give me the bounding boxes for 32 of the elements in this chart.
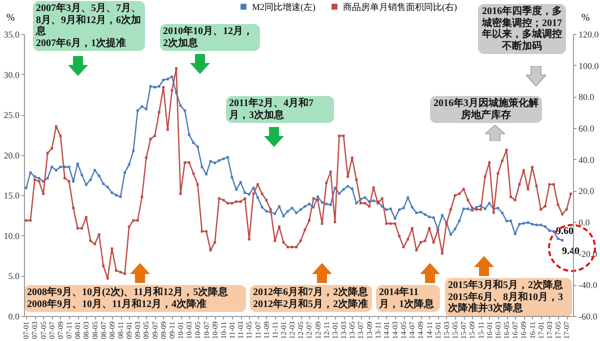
y-tick-label: 20.0 (4, 150, 20, 160)
annotation: 2012年6月和7月，2次降息 2012年2月和5月，2次降准 (253, 287, 369, 310)
y-tick-label: 10.0 (4, 230, 20, 241)
annotation: 2008年9月、10月(2次)、11月和12月，5次降息 2008年9月、10月、11月和12月，4次降准 (27, 287, 243, 310)
y2-tick-label: -20.0 (578, 248, 598, 259)
y-tick-label: 0.0 (8, 312, 20, 322)
annotation: 9.60 (556, 226, 574, 237)
annotation: 2015年3月和5月，2次降息 2015年6月、8月和10月，3次降准并3次降息 (448, 280, 569, 314)
annotation: 2007年3月、5月、7月、8月、9月和12月，6次加息 2007年6月，1次提准 (36, 3, 142, 49)
annotation: 2014年11月，1次降息 (379, 287, 437, 310)
annotation: 2016年四季度，多城密集调控；2017年以来，多城调控不断加码 (481, 6, 563, 52)
y2-axis-title: % (581, 12, 590, 24)
legend-label: M2同比增速(左) (252, 2, 316, 12)
y2-tick-label: 0.0 (578, 218, 590, 228)
y2-tick-label: 40.0 (578, 154, 595, 165)
legend-label: 商品房单月销售面积同比(右) (343, 2, 457, 12)
y2-tick-label: 100.0 (578, 60, 600, 71)
y-tick-label: 25.0 (4, 110, 20, 120)
annotation: 2011年2月、4月和7月，3次加息 (229, 98, 331, 121)
y2-tick-label: 60.0 (578, 124, 595, 134)
annotation: 2016年3月因城施策化解房地产库存 (433, 98, 539, 121)
y2-tick-label: -60.0 (578, 312, 598, 322)
y2-tick-label: 80.0 (578, 92, 595, 102)
y-tick-label: 35.0 (4, 30, 20, 40)
y-tick-label: 30.0 (4, 70, 20, 80)
y-tick-label: 15.0 (4, 190, 20, 201)
y2-tick-label: -40.0 (578, 280, 598, 290)
y-axis-title: % (6, 12, 15, 24)
y2-tick-label: 120.0 (578, 30, 600, 40)
annotation: 2010年10月、12月，2次加息 (163, 26, 257, 49)
y-tick-label: 5.0 (8, 271, 20, 282)
y2-tick-label: 20.0 (578, 186, 595, 196)
